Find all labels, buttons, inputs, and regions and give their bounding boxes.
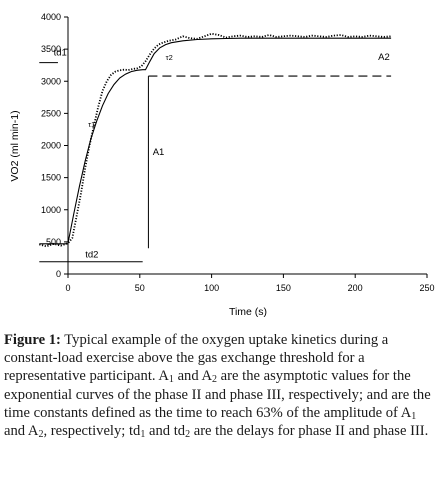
x-tick-label: 150 xyxy=(276,283,291,293)
caption-text: Typical example of the oxygen uptake kin… xyxy=(4,332,389,385)
x-tick-label: 0 xyxy=(65,283,70,293)
x-tick-label: 50 xyxy=(135,283,145,293)
caption-subscript: 1 xyxy=(140,429,146,441)
figure-caption: Figure 1: Typical example of the oxygen … xyxy=(4,331,440,440)
tau1-label: τ1 xyxy=(88,120,95,129)
caption-label: Figure 1: xyxy=(4,332,61,348)
caption-subscript: 2 xyxy=(185,429,191,441)
x-axis: 0 50 100 150 200 250 xyxy=(65,273,435,293)
caption-text: and A xyxy=(173,368,213,385)
x-axis-title: Time (s) xyxy=(229,306,267,318)
caption-text: , respectively; td xyxy=(43,423,141,440)
series-solid-line xyxy=(39,37,392,245)
caption-subscript: 1 xyxy=(168,374,174,386)
y-axis: 0 500 1000 1500 2000 2500 3000 3500 4000 xyxy=(41,12,69,279)
y-tick-label: 0 xyxy=(56,269,61,279)
y-tick-label: 2000 xyxy=(41,141,61,151)
y-tick-label: 2500 xyxy=(41,108,61,118)
tau2-label: τ2 xyxy=(166,53,173,62)
series-dotted-line xyxy=(39,32,392,248)
y-tick-label: 1000 xyxy=(41,205,61,215)
x-tick-label: 250 xyxy=(419,283,434,293)
td1-label: td1 xyxy=(54,48,67,59)
caption-text: and A xyxy=(4,423,39,440)
a1-label: A1 xyxy=(153,147,165,158)
y-tick-label: 500 xyxy=(46,237,61,247)
x-tick-label: 100 xyxy=(204,283,219,293)
caption-text: are the delays for phase II and phase II… xyxy=(190,423,429,440)
caption-subscript: 2 xyxy=(212,374,218,386)
a2-label: A2 xyxy=(378,52,390,63)
y-tick-label: 3000 xyxy=(41,76,61,86)
y-tick-label: 4000 xyxy=(41,12,61,22)
caption-text: and td xyxy=(145,423,186,440)
y-tick-label: 1500 xyxy=(41,173,61,183)
x-tick-label: 200 xyxy=(348,283,363,293)
caption-subscript: 2 xyxy=(38,429,44,441)
caption-subscript: 1 xyxy=(411,410,417,422)
annotation-layer: td1 td2 A1 A2 τ1 τ2 xyxy=(39,48,390,263)
td2-label: td2 xyxy=(85,249,98,260)
vo2-kinetics-chart: 0 500 1000 1500 2000 2500 3000 3500 4000 0 50 100 1… xyxy=(9,12,435,318)
caption-text: are the asymptotic values for the expone… xyxy=(4,368,431,421)
y-axis-title: VO2 (ml min-1) xyxy=(9,110,21,181)
y-tick-label: 3500 xyxy=(41,44,61,54)
series-layer xyxy=(39,32,392,248)
